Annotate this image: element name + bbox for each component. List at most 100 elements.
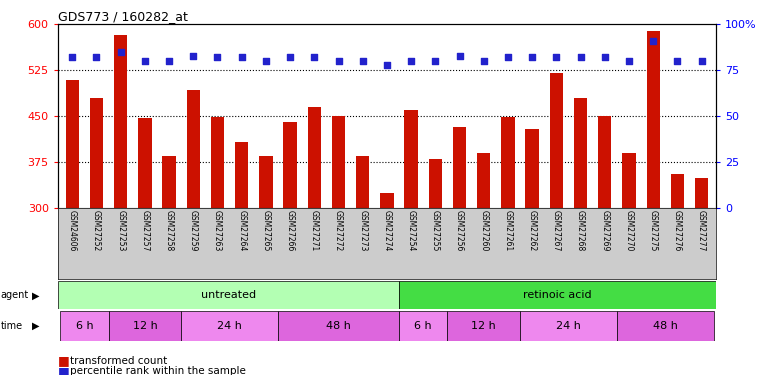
- Bar: [399, 281, 716, 309]
- Text: GSM27271: GSM27271: [310, 210, 319, 251]
- Point: [284, 54, 296, 60]
- Text: 24 h: 24 h: [217, 321, 242, 331]
- Point: [695, 58, 708, 64]
- Bar: [356, 156, 370, 208]
- Text: GSM27257: GSM27257: [140, 210, 149, 251]
- Text: 48 h: 48 h: [653, 321, 678, 331]
- Text: 24 h: 24 h: [556, 321, 581, 331]
- Point: [163, 58, 176, 64]
- Text: percentile rank within the sample: percentile rank within the sample: [70, 366, 246, 375]
- Text: ■: ■: [58, 354, 69, 367]
- Text: GSM27255: GSM27255: [431, 210, 440, 251]
- Text: 6 h: 6 h: [414, 321, 432, 331]
- Point: [477, 58, 490, 64]
- Text: GSM27253: GSM27253: [116, 210, 126, 251]
- Text: 12 h: 12 h: [132, 321, 157, 331]
- Bar: [332, 116, 345, 208]
- Text: GDS773 / 160282_at: GDS773 / 160282_at: [58, 10, 188, 23]
- Bar: [380, 193, 393, 208]
- Point: [647, 38, 659, 44]
- Point: [623, 58, 635, 64]
- Text: ▶: ▶: [32, 290, 40, 300]
- Text: agent: agent: [1, 290, 29, 300]
- Point: [139, 58, 151, 64]
- Bar: [525, 129, 539, 208]
- Text: transformed count: transformed count: [70, 356, 167, 366]
- Text: GSM27276: GSM27276: [673, 210, 682, 251]
- Text: 12 h: 12 h: [471, 321, 496, 331]
- Text: time: time: [1, 321, 23, 331]
- Bar: [278, 311, 399, 341]
- Bar: [60, 311, 109, 341]
- Point: [380, 62, 393, 68]
- Text: GSM27260: GSM27260: [479, 210, 488, 251]
- Bar: [477, 153, 490, 208]
- Bar: [695, 177, 708, 208]
- Text: GSM27272: GSM27272: [334, 210, 343, 251]
- Point: [115, 49, 127, 55]
- Point: [308, 54, 320, 60]
- Point: [429, 58, 441, 64]
- Text: GSM27274: GSM27274: [383, 210, 391, 251]
- Text: GSM27252: GSM27252: [92, 210, 101, 251]
- Point: [671, 58, 684, 64]
- Bar: [139, 118, 152, 208]
- Text: retinoic acid: retinoic acid: [524, 290, 592, 300]
- Point: [357, 58, 369, 64]
- Text: GSM27265: GSM27265: [261, 210, 270, 251]
- Point: [526, 54, 538, 60]
- Bar: [283, 122, 296, 208]
- Point: [502, 54, 514, 60]
- Text: GSM27261: GSM27261: [504, 210, 513, 251]
- Text: GSM27264: GSM27264: [237, 210, 246, 251]
- Bar: [114, 35, 127, 208]
- Text: GSM27256: GSM27256: [455, 210, 464, 251]
- Point: [405, 58, 417, 64]
- Bar: [550, 74, 563, 208]
- Text: GSM24606: GSM24606: [68, 210, 77, 251]
- Text: GSM27268: GSM27268: [576, 210, 585, 251]
- Bar: [211, 117, 224, 208]
- Text: GSM27254: GSM27254: [407, 210, 416, 251]
- Text: GSM27269: GSM27269: [601, 210, 609, 251]
- Text: GSM27263: GSM27263: [213, 210, 222, 251]
- Point: [551, 54, 563, 60]
- Bar: [453, 127, 466, 208]
- Bar: [181, 311, 278, 341]
- Text: GSM27262: GSM27262: [527, 210, 537, 251]
- Text: ▶: ▶: [32, 321, 40, 331]
- Text: 48 h: 48 h: [326, 321, 351, 331]
- Bar: [259, 156, 273, 208]
- Point: [90, 54, 102, 60]
- Bar: [404, 110, 418, 208]
- Point: [574, 54, 587, 60]
- Text: GSM27277: GSM27277: [697, 210, 706, 251]
- Text: GSM27267: GSM27267: [552, 210, 561, 251]
- Text: untreated: untreated: [201, 290, 256, 300]
- Text: GSM27275: GSM27275: [648, 210, 658, 251]
- Bar: [598, 116, 611, 208]
- Bar: [520, 311, 617, 341]
- Text: GSM27258: GSM27258: [165, 210, 173, 251]
- Bar: [162, 156, 176, 208]
- Bar: [186, 90, 200, 208]
- Text: GSM27270: GSM27270: [624, 210, 634, 251]
- Text: GSM27259: GSM27259: [189, 210, 198, 251]
- Text: 6 h: 6 h: [75, 321, 93, 331]
- Point: [333, 58, 345, 64]
- Bar: [109, 311, 181, 341]
- Bar: [90, 98, 103, 208]
- Bar: [447, 311, 520, 341]
- Bar: [429, 159, 442, 208]
- Bar: [58, 281, 399, 309]
- Bar: [574, 98, 588, 208]
- Point: [454, 53, 466, 58]
- Bar: [65, 80, 79, 208]
- Bar: [622, 153, 635, 208]
- Point: [236, 54, 248, 60]
- Point: [66, 54, 79, 60]
- Bar: [235, 142, 249, 208]
- Text: GSM27266: GSM27266: [286, 210, 295, 251]
- Text: ■: ■: [58, 365, 69, 375]
- Bar: [501, 117, 514, 208]
